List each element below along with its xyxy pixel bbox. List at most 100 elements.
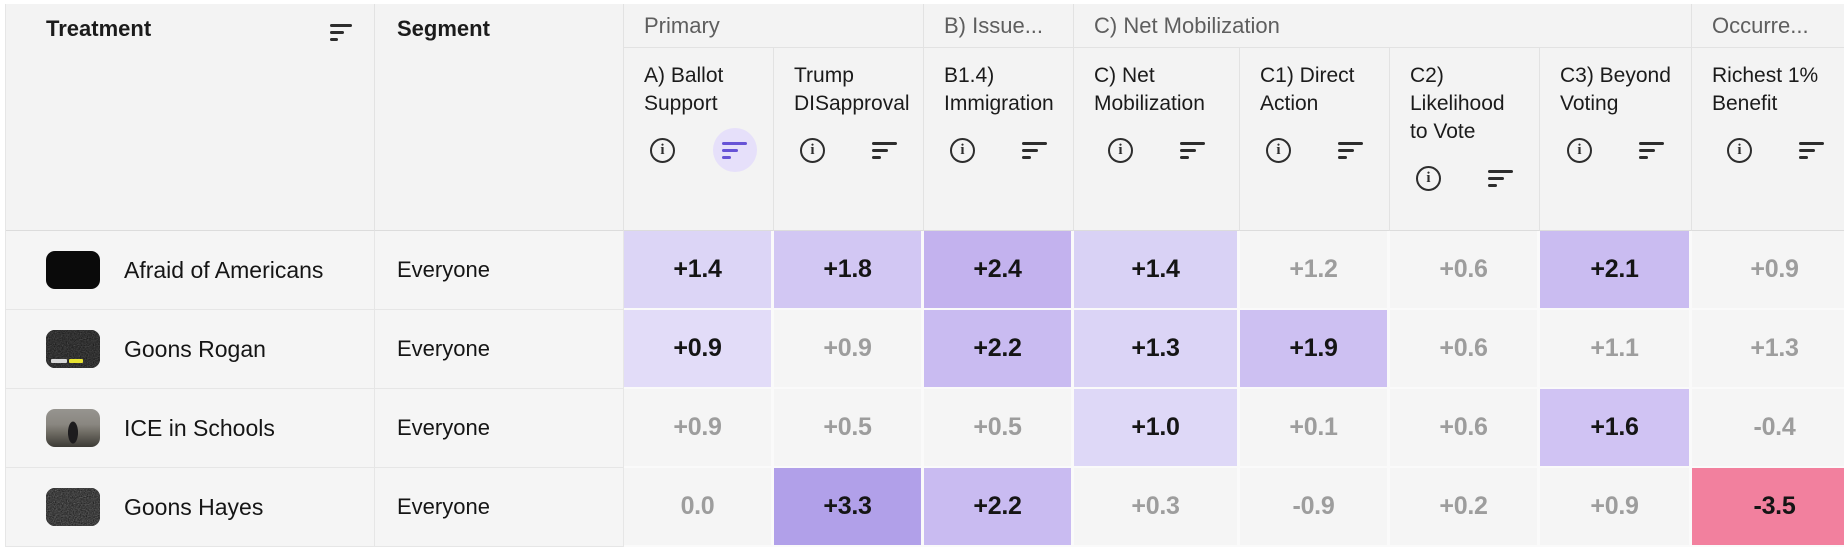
sort-icon-bars	[1180, 141, 1205, 159]
info-icon[interactable]: i	[1558, 128, 1602, 172]
metric-title: C) Net Mobilization	[1094, 64, 1205, 115]
info-icon[interactable]: i	[941, 128, 985, 172]
value-cell-a-ballot-support: +0.9	[624, 310, 774, 389]
group-header-occurre: Occurre...	[1692, 4, 1844, 48]
column-header-segment[interactable]: Segment	[375, 4, 624, 231]
info-icon-glyph: i	[800, 137, 825, 163]
header-icons: i	[1540, 128, 1691, 172]
effect-value: +3.3	[823, 492, 872, 520]
sort-icon[interactable]	[863, 128, 907, 172]
sort-icon[interactable]	[1171, 128, 1215, 172]
effect-value: +0.6	[1439, 413, 1488, 441]
value-cell-c2-likelihood-to-vote: +0.6	[1390, 310, 1540, 389]
sort-icon-bars	[1639, 141, 1664, 159]
value-cell-trump-disapproval: +1.8	[774, 231, 924, 310]
header-icons: i	[1692, 128, 1844, 172]
effect-value: +1.9	[1289, 334, 1338, 362]
column-header-trump-disapproval[interactable]: Trump DISapproval i	[774, 48, 924, 231]
value-cell-a-ballot-support: +0.9	[624, 389, 774, 468]
sort-icon[interactable]	[1479, 156, 1523, 200]
segment-value: Everyone	[397, 336, 490, 361]
effect-value: -0.9	[1292, 492, 1335, 520]
treatment-row-goons-rogan[interactable]: Goons Rogan	[6, 310, 375, 389]
info-icon[interactable]: i	[1257, 128, 1301, 172]
sort-icon-bars	[1338, 141, 1363, 159]
treatment-row-afraid-of-americans[interactable]: Afraid of Americans	[6, 231, 375, 310]
info-icon[interactable]: i	[641, 128, 685, 172]
effect-value: +2.2	[973, 492, 1022, 520]
sort-icon-bars	[1488, 169, 1513, 187]
treatment-row-ice-in-schools[interactable]: ICE in Schools	[6, 389, 375, 468]
value-cell-c3-beyond-voting: +1.6	[1540, 389, 1692, 468]
effect-value: +0.6	[1439, 334, 1488, 362]
effect-value: +0.3	[1131, 492, 1180, 520]
effect-value: +0.9	[1750, 255, 1799, 283]
treatment-thumbnail-black	[46, 251, 100, 289]
effect-value: +1.1	[1590, 334, 1639, 362]
value-cell-a-ballot-support: 0.0	[624, 468, 774, 547]
treatment-label: Goons Rogan	[124, 335, 266, 362]
metric-title: C1) Direct Action	[1260, 64, 1355, 115]
value-cell-c1-direct-action: +1.2	[1240, 231, 1390, 310]
sort-icon[interactable]	[1013, 128, 1057, 172]
effect-value: +0.1	[1289, 413, 1338, 441]
value-cell-c2-likelihood-to-vote: +0.6	[1390, 389, 1540, 468]
info-icon[interactable]: i	[1718, 128, 1762, 172]
sort-icon[interactable]	[330, 24, 352, 41]
value-cell-c1-direct-action: +0.1	[1240, 389, 1390, 468]
info-icon[interactable]: i	[791, 128, 835, 172]
sort-icon-bars	[1799, 141, 1824, 159]
value-cell-richest-1-benefit: -0.4	[1692, 389, 1844, 468]
value-cell-c1-direct-action: +1.9	[1240, 310, 1390, 389]
sort-icon-active[interactable]	[712, 128, 757, 172]
treatment-effects-table: Treatment Segment Primary B) Issue... C) N…	[5, 4, 1844, 547]
value-cell-c-net-mobilization: +1.3	[1074, 310, 1240, 389]
info-icon[interactable]: i	[1407, 156, 1451, 200]
value-cell-c2-likelihood-to-vote: +0.6	[1390, 231, 1540, 310]
effect-value: +2.4	[973, 255, 1022, 283]
column-header-c-net-mobilization[interactable]: C) Net Mobilization i	[1074, 48, 1240, 231]
column-header-c2-likelihood-to-vote[interactable]: C2) Likelihood to Vote i	[1390, 48, 1540, 231]
metric-title: C3) Beyond Voting	[1560, 64, 1671, 115]
value-cell-c1-direct-action: -0.9	[1240, 468, 1390, 547]
value-cell-b1-4-immigration: +0.5	[924, 389, 1074, 468]
column-header-b1-4-immigration[interactable]: B1.4) Immigration i	[924, 48, 1074, 231]
column-header-c3-beyond-voting[interactable]: C3) Beyond Voting i	[1540, 48, 1692, 231]
value-cell-trump-disapproval: +0.5	[774, 389, 924, 468]
column-header-richest-1-benefit[interactable]: Richest 1% Benefit i	[1692, 48, 1844, 231]
column-header-c1-direct-action[interactable]: C1) Direct Action i	[1240, 48, 1390, 231]
segment-cell: Everyone	[375, 231, 624, 310]
header-icons: i	[1390, 156, 1539, 200]
static-noise-image	[46, 488, 100, 526]
column-header-treatment[interactable]: Treatment	[6, 4, 375, 231]
sort-icon[interactable]	[1329, 128, 1373, 172]
group-header-b-issue: B) Issue...	[924, 4, 1074, 48]
value-cell-a-ballot-support: +1.4	[624, 231, 774, 310]
effect-value: +0.5	[973, 413, 1022, 441]
value-cell-trump-disapproval: +3.3	[774, 468, 924, 547]
sort-icon[interactable]	[1790, 128, 1834, 172]
value-cell-b1-4-immigration: +2.2	[924, 468, 1074, 547]
thumbnail-caption	[51, 359, 83, 363]
effect-value: +0.6	[1439, 255, 1488, 283]
value-cell-c3-beyond-voting: +2.1	[1540, 231, 1692, 310]
effect-value: +1.0	[1131, 413, 1180, 441]
value-cell-richest-1-benefit: -3.5	[1692, 468, 1844, 547]
segment-value: Everyone	[397, 415, 490, 440]
value-cell-trump-disapproval: +0.9	[774, 310, 924, 389]
segment-cell: Everyone	[375, 468, 624, 547]
value-cell-b1-4-immigration: +2.2	[924, 310, 1074, 389]
info-icon[interactable]: i	[1099, 128, 1143, 172]
segment-cell: Everyone	[375, 389, 624, 468]
group-header-primary: Primary	[624, 4, 924, 48]
effect-value: +1.4	[1131, 255, 1180, 283]
effect-value: +2.1	[1590, 255, 1639, 283]
metric-title: A) Ballot Support	[644, 64, 724, 115]
segment-header-label: Segment	[397, 16, 490, 41]
info-icon-glyph: i	[1108, 137, 1133, 163]
treatment-row-goons-hayes[interactable]: Goons Hayes	[6, 468, 375, 547]
sort-icon[interactable]	[1630, 128, 1674, 172]
effect-value: +0.9	[823, 334, 872, 362]
column-header-a-ballot-support[interactable]: A) Ballot Support i	[624, 48, 774, 231]
